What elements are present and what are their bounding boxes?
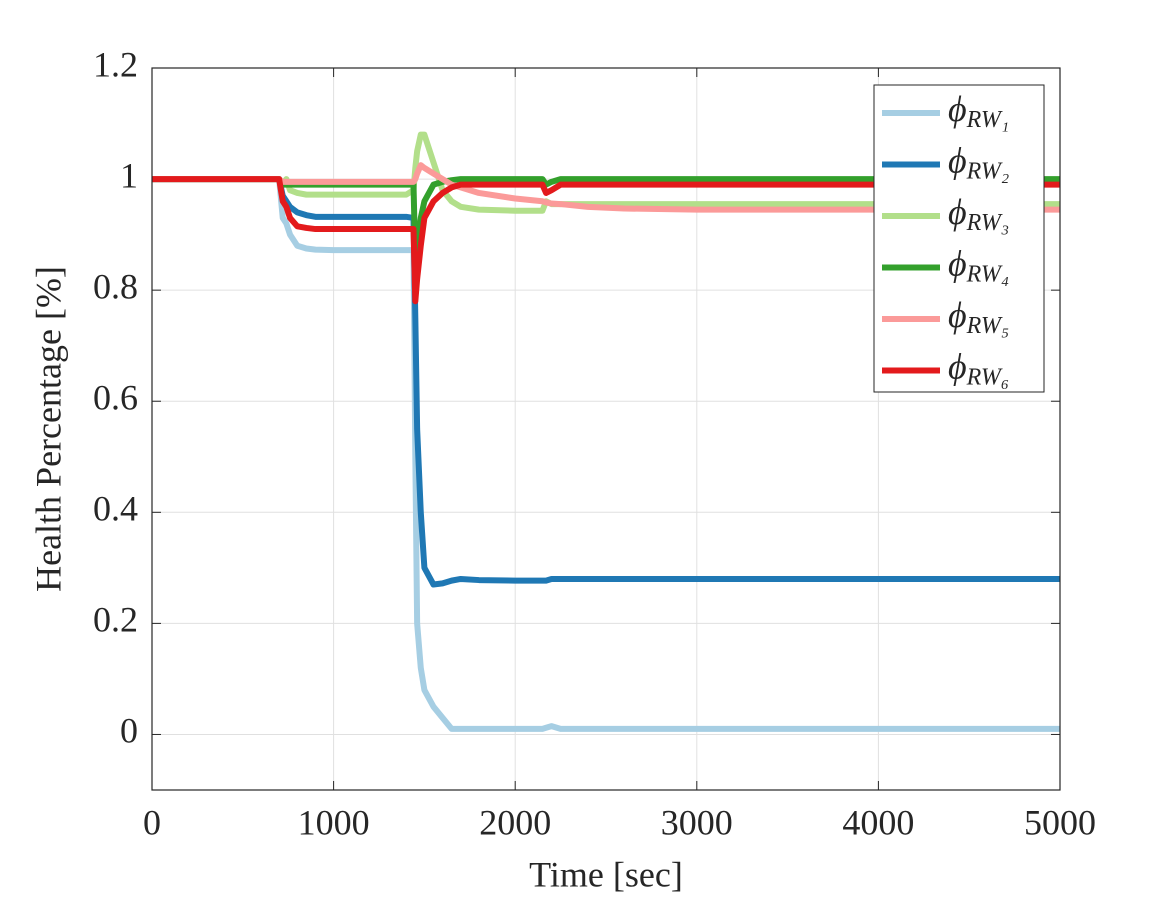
y-tick-label: 0.8 — [93, 266, 138, 306]
axes-box — [151, 67, 1061, 791]
x-tick-label: 0 — [143, 802, 161, 842]
series-line — [152, 176, 1060, 732]
legend-label: ϕRW₆ — [948, 347, 1009, 390]
y-tick-label: 0.4 — [93, 489, 138, 529]
legend-label: ϕRW₅ — [948, 295, 1009, 338]
y-tick-label: 0 — [120, 711, 138, 751]
legend-label: ϕRW₁ — [948, 89, 1009, 132]
y-tick-label: 1.2 — [93, 44, 138, 84]
series-line — [152, 162, 1060, 213]
x-tick-label: 4000 — [842, 802, 914, 842]
y-tick-label: 1 — [120, 155, 138, 195]
legend-box — [873, 84, 1045, 393]
x-axis-label: Time [sec] — [529, 854, 683, 894]
legend-label: ϕRW₃ — [948, 192, 1009, 235]
series-line — [152, 176, 1060, 588]
x-tick-label: 1000 — [298, 802, 370, 842]
x-tick-label: 5000 — [1024, 802, 1096, 842]
x-tick-label: 2000 — [479, 802, 551, 842]
legend-label: ϕRW₄ — [948, 244, 1009, 287]
y-axis-label: Health Percentage [%] — [28, 266, 68, 592]
y-tick-label: 0.2 — [93, 600, 138, 640]
y-tick-label: 0.6 — [93, 377, 138, 417]
x-tick-label: 3000 — [661, 802, 733, 842]
series-line — [152, 176, 1060, 305]
legend-label: ϕRW₂ — [948, 141, 1009, 184]
